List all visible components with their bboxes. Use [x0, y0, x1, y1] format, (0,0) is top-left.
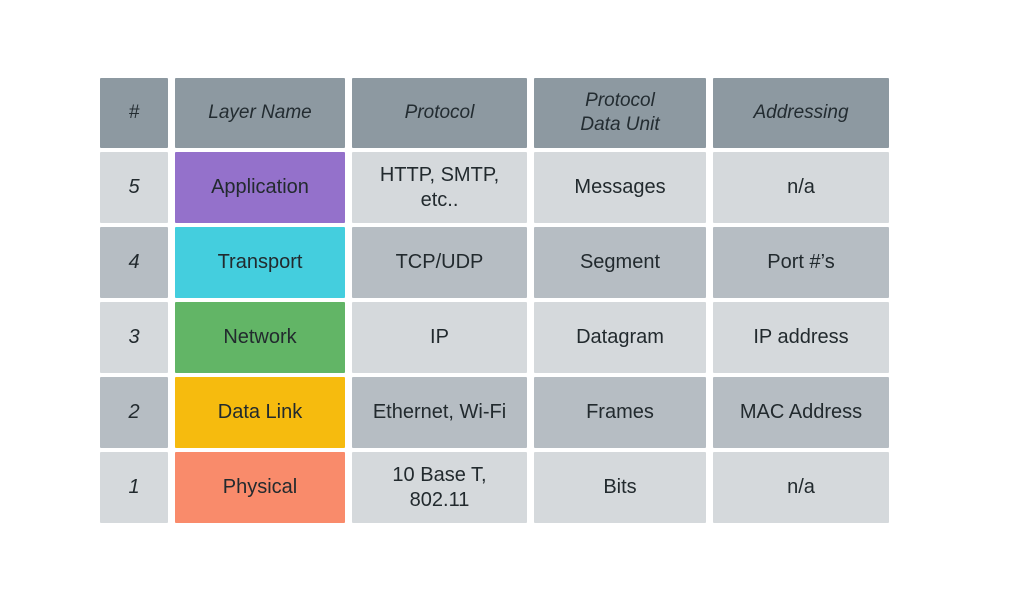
pdu-cell: Datagram	[534, 302, 706, 373]
layer-name-cell: Physical	[175, 452, 345, 523]
pdu-cell: Segment	[534, 227, 706, 298]
addressing-cell: n/a	[713, 152, 889, 223]
pdu-cell: Frames	[534, 377, 706, 448]
protocol-cell: HTTP, SMTP, etc..	[352, 152, 527, 223]
protocol-cell: 10 Base T, 802.11	[352, 452, 527, 523]
layer-name-cell: Transport	[175, 227, 345, 298]
header-cell-protocol: Protocol	[352, 78, 527, 148]
protocol-cell: TCP/UDP	[352, 227, 527, 298]
network-layers-table: # Layer Name Protocol Protocol Data Unit…	[100, 78, 889, 523]
header-cell-addressing: Addressing	[713, 78, 889, 148]
layer-number-cell: 3	[100, 302, 168, 373]
addressing-cell: MAC Address	[713, 377, 889, 448]
layer-name-cell: Application	[175, 152, 345, 223]
pdu-cell: Messages	[534, 152, 706, 223]
header-cell-protocol-data-unit: Protocol Data Unit	[534, 78, 706, 148]
layer-number-cell: 4	[100, 227, 168, 298]
layer-number-cell: 1	[100, 452, 168, 523]
addressing-cell: n/a	[713, 452, 889, 523]
layer-number-cell: 2	[100, 377, 168, 448]
layer-name-cell: Network	[175, 302, 345, 373]
header-cell-layer-name: Layer Name	[175, 78, 345, 148]
header-cell-number: #	[100, 78, 168, 148]
layer-name-cell: Data Link	[175, 377, 345, 448]
protocol-cell: IP	[352, 302, 527, 373]
addressing-cell: IP address	[713, 302, 889, 373]
pdu-cell: Bits	[534, 452, 706, 523]
layer-number-cell: 5	[100, 152, 168, 223]
addressing-cell: Port #’s	[713, 227, 889, 298]
protocol-cell: Ethernet, Wi-Fi	[352, 377, 527, 448]
